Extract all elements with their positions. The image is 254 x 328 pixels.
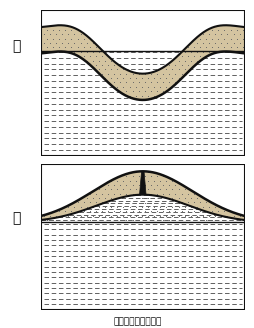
Polygon shape bbox=[41, 25, 244, 100]
Polygon shape bbox=[41, 171, 244, 220]
Text: 地割れ開閉の説明圖: 地割れ開閉の説明圖 bbox=[113, 318, 161, 326]
Text: 甲: 甲 bbox=[12, 39, 20, 53]
Polygon shape bbox=[139, 171, 146, 195]
Polygon shape bbox=[41, 171, 244, 220]
Polygon shape bbox=[41, 195, 244, 310]
Text: 乙: 乙 bbox=[12, 211, 20, 225]
